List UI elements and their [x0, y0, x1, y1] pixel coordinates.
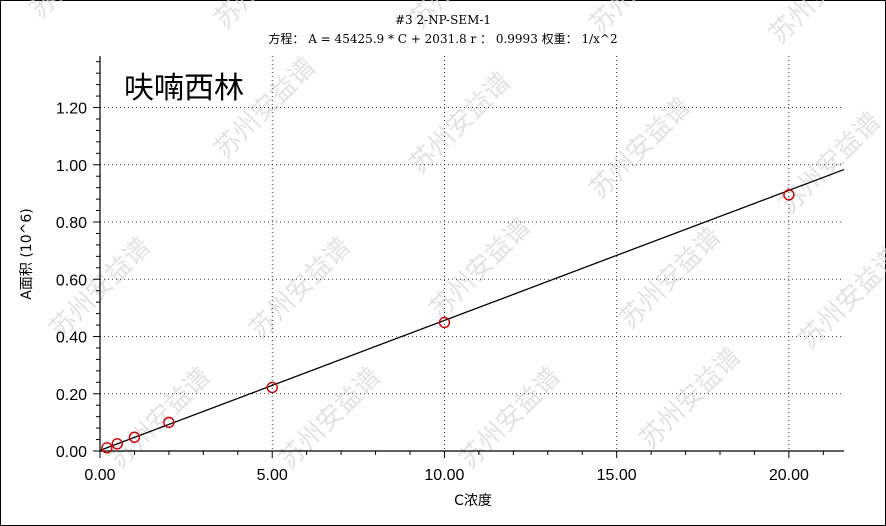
y-tick-label: 0.80 [56, 215, 87, 232]
y-tick-label: 0.40 [56, 330, 87, 347]
chart-title: #3 2-NP-SEM-1 [395, 13, 491, 27]
data-point [111, 438, 123, 450]
watermark-text: 苏州安益谱 [244, 232, 357, 345]
data-point [266, 381, 278, 394]
watermark-text: 苏州安益谱 [24, 0, 137, 25]
watermark-text: 苏州安益谱 [424, 212, 537, 325]
data-point [438, 316, 451, 329]
fit-line [99, 168, 845, 452]
ticks-layer: 0.00 5.00 10.00 15.00 20.00 0.00 0.20 0.40 0.60 0… [56, 61, 824, 484]
data-point [783, 189, 795, 201]
x-tick-label: 10.00 [424, 467, 464, 484]
watermark-text: 苏州安益谱 [794, 242, 886, 355]
y-tick-label: 0.20 [56, 387, 87, 404]
watermark-text: 苏州安益谱 [104, 362, 217, 475]
watermark-text: 苏州安益谱 [774, 107, 886, 220]
watermark-text: 苏州安益谱 [209, 52, 322, 165]
y-tick-label: 1.20 [56, 101, 87, 118]
watermark-text: 苏州安益谱 [404, 67, 517, 180]
watermark-text: 苏州安益谱 [614, 222, 727, 335]
x-tick-label: 15.00 [597, 467, 637, 484]
watermark-text: 苏州安益谱 [584, 92, 697, 205]
watermark-text: 苏州安益谱 [209, 0, 322, 35]
fit-line-layer [99, 168, 845, 452]
x-tick-label: 20.00 [769, 467, 809, 484]
data-point [163, 416, 175, 429]
points-layer [101, 189, 795, 454]
y-tick-label: 1.00 [56, 158, 87, 175]
data-point [101, 442, 113, 454]
x-axis-label: C浓度 [454, 493, 492, 509]
compound-name: 呋喃西林 [124, 71, 244, 106]
x-tick-label: 0.00 [84, 467, 115, 484]
y-tick-label: 0.00 [56, 444, 87, 461]
data-point [128, 431, 141, 443]
watermark-text: 苏州安益谱 [454, 362, 567, 475]
grid-layer [100, 56, 844, 451]
chart-equation: 方程： A = 45425.9 * C + 2031.8 r ： 0.9993 … [268, 31, 617, 46]
y-axis-label: A面积 (10^6) [19, 208, 35, 299]
y-tick-label: 0.60 [56, 272, 87, 289]
x-tick-label: 5.00 [257, 467, 288, 484]
watermark-text: 苏州安益谱 [764, 0, 877, 50]
watermark-text: 苏州安益谱 [634, 342, 747, 455]
